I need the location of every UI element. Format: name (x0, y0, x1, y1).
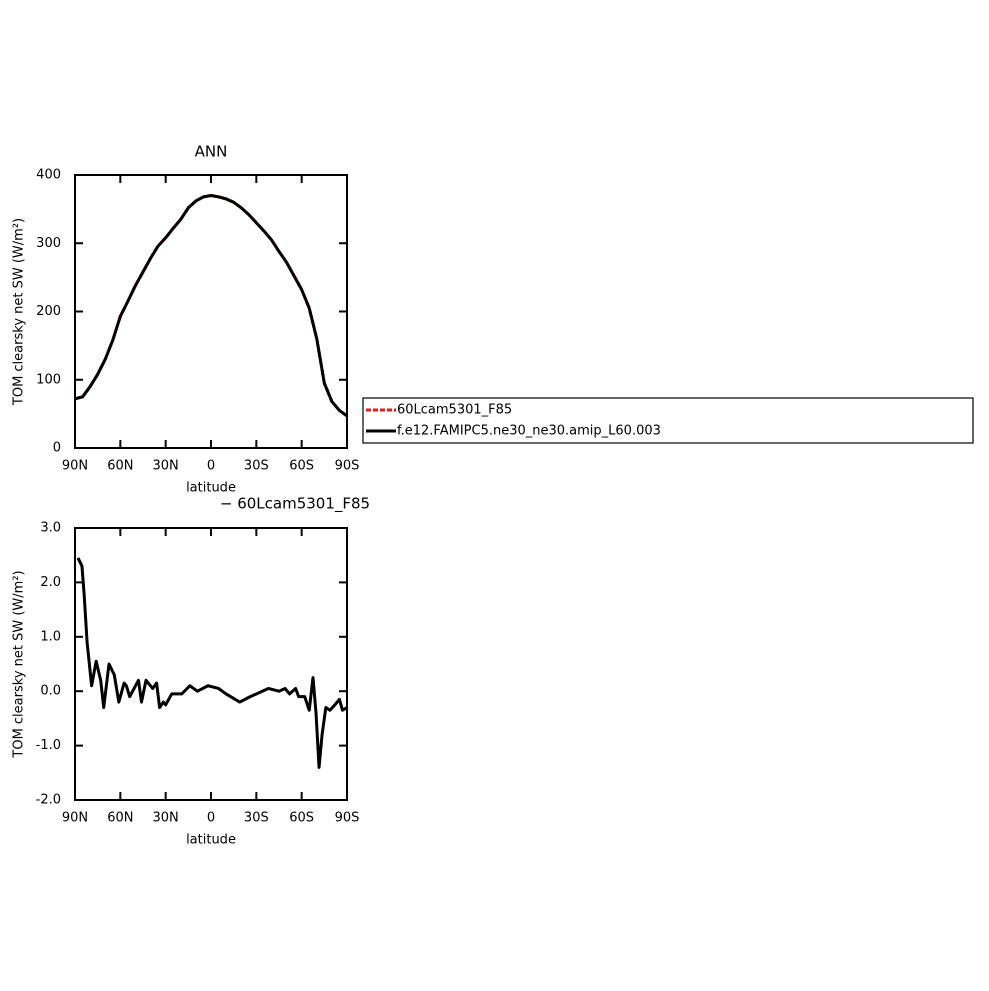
x-tick-label: 30N (153, 811, 179, 826)
chart-title: − 60Lcam5301_F85 (220, 495, 370, 514)
y-tick-label: 3.0 (40, 521, 61, 536)
chart-title: ANN (195, 143, 228, 161)
x-tick-label: 30S (244, 459, 269, 474)
y-tick-label: 200 (36, 304, 61, 319)
x-tick-label: 90S (335, 811, 360, 826)
data-line (74, 193, 348, 418)
plot-frame (74, 527, 348, 801)
x-tick-label: 90S (335, 459, 360, 474)
x-tick-label: 0 (207, 811, 215, 826)
x-axis-label: latitude (186, 481, 236, 496)
x-tick-label: 0 (207, 459, 215, 474)
y-tick-label: 400 (36, 168, 61, 183)
data-line (76, 557, 348, 769)
legend-label: 60Lcam5301_F85 (397, 403, 512, 418)
x-tick-label: 90N (62, 811, 88, 826)
x-axis-label: latitude (186, 833, 236, 848)
legend-box (362, 397, 974, 444)
x-tick-label: 60S (289, 459, 314, 474)
y-tick-label: 2.0 (40, 575, 61, 590)
y-tick-label: 300 (36, 236, 61, 251)
y-tick-label: 1.0 (40, 629, 61, 644)
x-tick-label: 90N (62, 459, 88, 474)
legend-label: f.e12.FAMIPC5.ne30_ne30.amip_L60.003 (397, 424, 661, 439)
plot-frame (74, 174, 348, 449)
y-tick-label: 0 (53, 441, 61, 456)
y-tick-label: -1.0 (36, 738, 61, 753)
x-tick-label: 30N (153, 459, 179, 474)
y-axis-label: TOM clearsky net SW (W/m²) (12, 218, 27, 406)
y-tick-label: -2.0 (36, 793, 61, 808)
y-axis-label: TOM clearsky net SW (W/m²) (12, 570, 27, 758)
x-tick-label: 30S (244, 811, 269, 826)
y-tick-label: 0.0 (40, 684, 61, 699)
x-tick-label: 60S (289, 811, 314, 826)
y-tick-label: 100 (36, 372, 61, 387)
x-tick-label: 60N (107, 811, 133, 826)
data-line (74, 193, 348, 418)
x-tick-label: 60N (107, 459, 133, 474)
